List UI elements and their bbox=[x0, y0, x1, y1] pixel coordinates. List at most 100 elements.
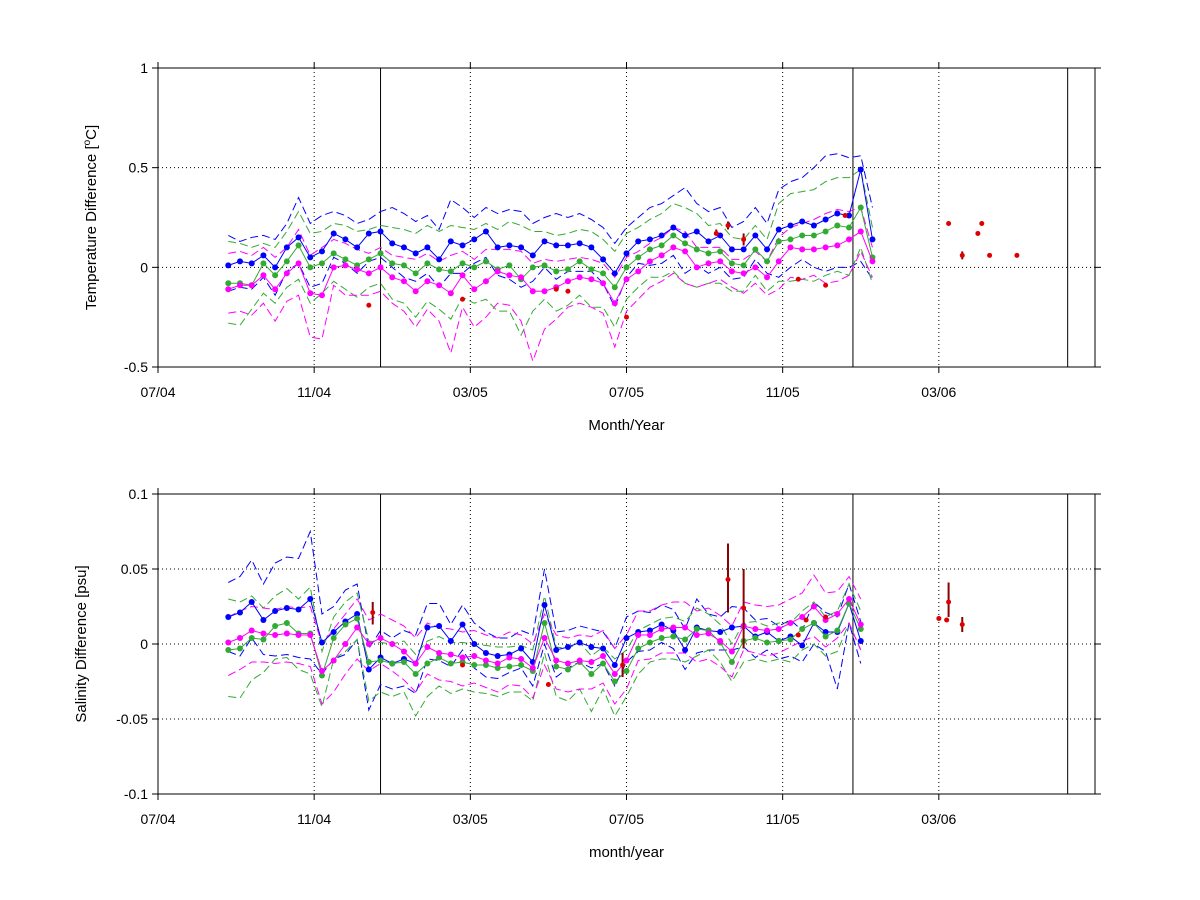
temperature-blue-point bbox=[272, 264, 279, 271]
temperature-green-point bbox=[553, 268, 560, 275]
temperature-magenta-point bbox=[682, 248, 689, 255]
temperature-green-point bbox=[600, 270, 607, 277]
temperature-red-point bbox=[823, 282, 829, 288]
temperature-green-point bbox=[529, 264, 536, 271]
salinity-x-tick-label: 03/05 bbox=[453, 811, 488, 827]
salinity-magenta-point bbox=[799, 614, 806, 620]
temperature-blue-point bbox=[424, 244, 431, 251]
temperature-magenta-point bbox=[799, 246, 806, 253]
salinity-observations bbox=[370, 543, 965, 687]
salinity-magenta-point bbox=[295, 632, 302, 638]
salinity-magenta-point bbox=[225, 639, 232, 646]
temperature-blue-point bbox=[365, 230, 372, 237]
temperature-magenta-point bbox=[600, 280, 607, 287]
temperature-magenta-point bbox=[646, 258, 653, 265]
salinity-red-point bbox=[944, 617, 950, 623]
temperature-x-tick-label: 11/04 bbox=[297, 384, 331, 400]
temperature-blue-point bbox=[471, 236, 478, 243]
salinity-panel: -0.1 -0.05 0 0.05 0.1 07/04 11/04 03/05 07/05 11/… bbox=[73, 486, 1101, 861]
temperature-blue-point bbox=[236, 258, 243, 265]
temperature-green-point bbox=[787, 236, 794, 243]
salinity-ticks: -0.1 -0.05 0 0.05 0.1 07/04 11/04 03/05 07/05 11/… bbox=[116, 486, 1101, 827]
temperature-blue-point bbox=[447, 238, 454, 245]
salinity-magenta-spread-line bbox=[228, 622, 862, 705]
salinity-green-point bbox=[225, 647, 232, 653]
salinity-y-tick-label: -0.05 bbox=[116, 711, 148, 727]
salinity-blue-point bbox=[541, 602, 548, 608]
temperature-green-point bbox=[330, 250, 337, 257]
salinity-green-point bbox=[471, 662, 478, 668]
temperature-green-point bbox=[377, 250, 384, 257]
temperature-blue-point bbox=[682, 232, 689, 239]
salinity-green-point bbox=[447, 660, 454, 667]
temperature-green-point bbox=[541, 262, 548, 269]
salinity-blue-point bbox=[717, 629, 724, 635]
temperature-magenta-point bbox=[728, 268, 735, 275]
temperature-magenta-point bbox=[764, 274, 771, 281]
temperature-x-tick-label: 11/05 bbox=[766, 384, 800, 400]
salinity-green-point bbox=[588, 671, 595, 677]
salinity-magenta-point bbox=[447, 651, 454, 658]
salinity-magenta-point bbox=[623, 657, 630, 664]
salinity-blue-point bbox=[682, 647, 689, 653]
salinity-blue-point bbox=[295, 606, 302, 613]
temperature-magenta-point bbox=[564, 278, 571, 285]
temperature-blue-point bbox=[623, 250, 630, 257]
temperature-green-point bbox=[482, 258, 489, 265]
salinity-green-point bbox=[635, 645, 642, 652]
temperature-magenta-point bbox=[846, 236, 853, 243]
salinity-magenta-point bbox=[600, 653, 607, 659]
temperature-error-bar-point bbox=[741, 236, 747, 242]
salinity-magenta-point bbox=[459, 654, 466, 661]
temperature-green-point bbox=[588, 266, 595, 273]
temperature-green-point bbox=[412, 270, 419, 277]
salinity-magenta-point bbox=[389, 641, 396, 647]
salinity-green-point bbox=[365, 659, 372, 665]
salinity-blue-point bbox=[728, 624, 735, 631]
temperature-green-point bbox=[810, 232, 817, 239]
salinity-spread-lines bbox=[228, 529, 862, 718]
salinity-magenta-point bbox=[834, 611, 841, 617]
temperature-red-point bbox=[987, 252, 993, 258]
salinity-blue-point bbox=[518, 645, 525, 652]
temperature-magenta-point bbox=[506, 272, 513, 279]
temperature-magenta-point bbox=[822, 244, 829, 251]
salinity-green-point bbox=[342, 621, 349, 628]
temperature-magenta-point bbox=[529, 288, 536, 295]
temperature-blue-point bbox=[787, 222, 794, 229]
temperature-magenta-point bbox=[400, 278, 407, 285]
salinity-green-point bbox=[541, 620, 548, 626]
temperature-event-lines bbox=[380, 68, 1069, 367]
salinity-blue-point bbox=[436, 623, 443, 629]
temperature-green-point bbox=[436, 266, 443, 273]
temperature-green-point bbox=[682, 240, 689, 247]
salinity-x-tick-label: 11/04 bbox=[297, 811, 331, 827]
temperature-magenta-point bbox=[248, 282, 255, 289]
temperature-red-point bbox=[553, 286, 559, 292]
salinity-magenta-point bbox=[529, 665, 536, 671]
salinity-blue-point bbox=[354, 611, 361, 617]
salinity-blue-point bbox=[330, 629, 337, 635]
salinity-blue-point bbox=[283, 605, 290, 611]
salinity-blue-point bbox=[576, 639, 583, 646]
salinity-blue-point bbox=[459, 621, 466, 628]
temperature-blue-point bbox=[436, 256, 443, 263]
salinity-y-tick-label: -0.1 bbox=[124, 786, 148, 802]
temperature-y-label-text: Temperature Difference [ bbox=[83, 145, 100, 311]
salinity-green-point bbox=[400, 659, 407, 665]
salinity-green-spread-line bbox=[228, 582, 862, 660]
salinity-green-point bbox=[670, 633, 677, 640]
temperature-green-point bbox=[775, 238, 782, 245]
salinity-magenta-point bbox=[658, 626, 665, 632]
temperature-red-point bbox=[624, 314, 629, 320]
temperature-blue-point bbox=[307, 254, 314, 261]
temperature-red-point bbox=[366, 302, 372, 308]
salinity-green-point bbox=[248, 635, 255, 641]
temperature-magenta-point bbox=[342, 262, 349, 269]
temperature-green-point bbox=[611, 284, 618, 291]
temperature-magenta-point bbox=[623, 276, 630, 283]
salinity-green-point bbox=[834, 627, 841, 634]
temperature-x-axis-label: Month/Year bbox=[588, 417, 664, 434]
temperature-magenta-point bbox=[482, 278, 489, 285]
temperature-blue-point bbox=[459, 242, 466, 249]
